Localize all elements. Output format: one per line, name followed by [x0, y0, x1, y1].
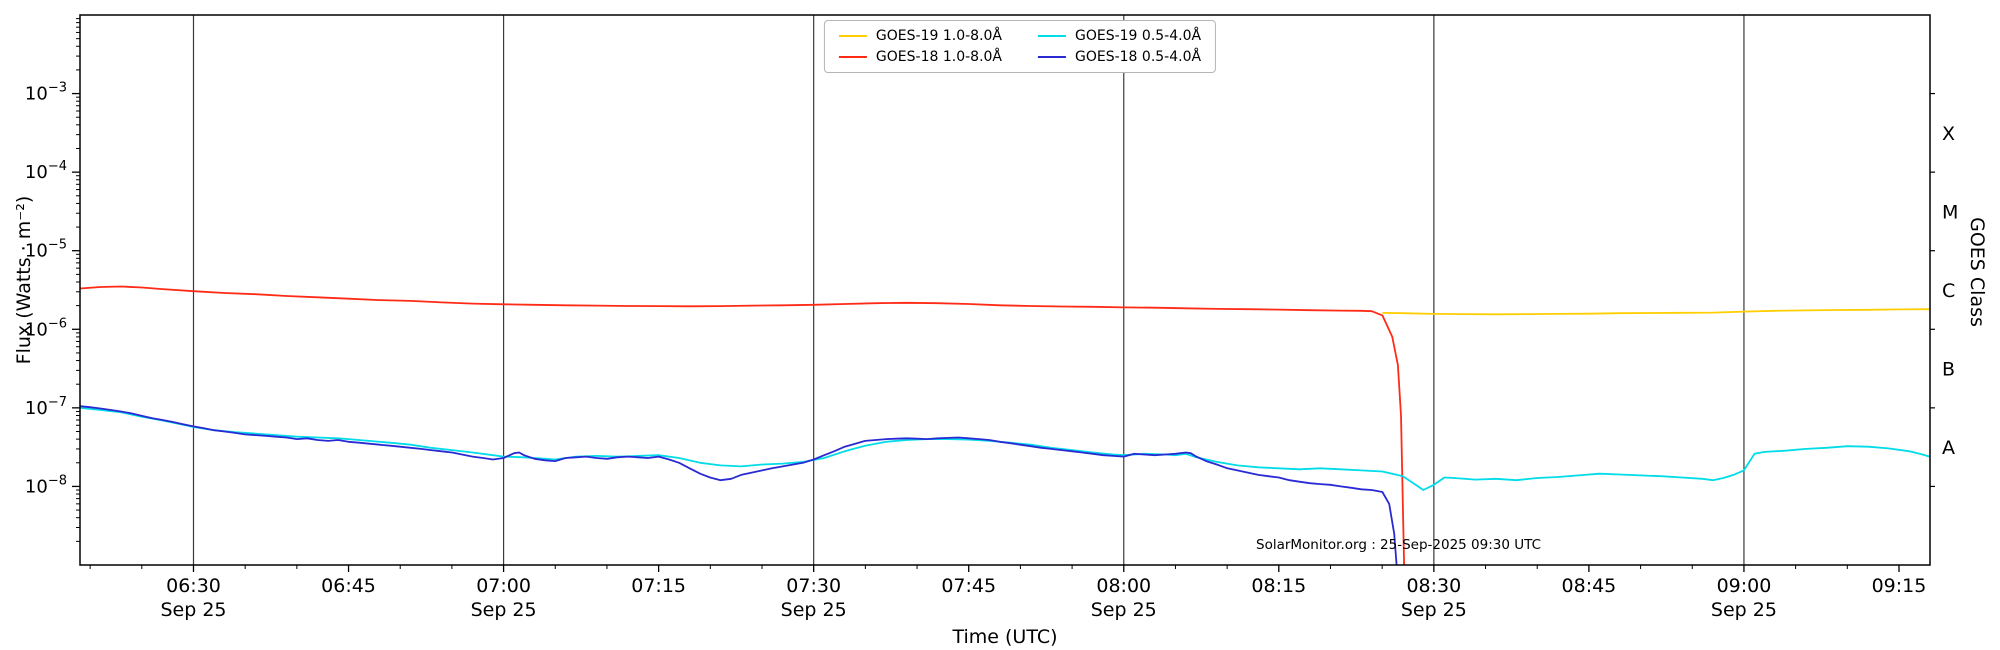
goes-class-axis: X M C B A: [1930, 92, 1958, 488]
x-date-label: Sep 25: [471, 599, 537, 621]
x-tick-label: 06:45: [321, 575, 376, 597]
watermark: SolarMonitor.org : 25-Sep-2025 09:30 UTC: [1256, 537, 1542, 553]
goes-class-letter: C: [1942, 280, 1955, 302]
y-tick-label: 10−7: [25, 395, 67, 419]
legend-swatch: [1038, 55, 1066, 59]
x-date-label: Sep 25: [1091, 599, 1157, 621]
x-date-label: Sep 25: [1401, 599, 1467, 621]
series-line-goes-19-0-5-4-0-: [80, 407, 1930, 491]
x-tick-label: 07:15: [631, 575, 686, 597]
x-tick-label: 07:45: [941, 575, 996, 597]
plot-border: [79, 14, 1931, 566]
legend-item: GOES-19 1.0-8.0Å: [838, 28, 1002, 44]
legend-label: GOES-19 0.5-4.0Å: [1075, 28, 1202, 44]
x-tick-label: 08:45: [1562, 575, 1617, 597]
legend: GOES-19 1.0-8.0Å GOES-18 1.0-8.0Å GOES-19 …: [823, 20, 1217, 73]
y-axis-label: Flux (Watts · m⁻²): [13, 195, 35, 365]
y-axis: 10−310−410−510−610−710−8: [25, 18, 80, 542]
x-tick-label: 07:30: [786, 575, 841, 597]
y-tick-label: 10−3: [25, 81, 67, 105]
goes-class-letter: B: [1942, 359, 1955, 381]
legend-label: GOES-18 0.5-4.0Å: [1075, 49, 1202, 65]
y-tick-label: 10−8: [25, 473, 67, 497]
goes-class-letter: M: [1942, 201, 1958, 223]
series-line-goes-18-1-0-8-0-: [80, 285, 1405, 565]
legend-swatch: [1038, 34, 1066, 38]
legend-item: GOES-18 0.5-4.0Å: [1038, 49, 1201, 65]
x-tick-label: 07:00: [476, 575, 531, 597]
x-tick-label: 08:00: [1096, 575, 1151, 597]
series-line-goes-19-1-0-8-0-: [1382, 308, 1930, 316]
legend-label: GOES-18 1.0-8.0Å: [875, 49, 1002, 65]
y-tick-label: 10−4: [25, 159, 67, 183]
legend-label: GOES-19 1.0-8.0Å: [875, 28, 1002, 44]
goes-class-letter: X: [1942, 123, 1955, 145]
goes-class-letter: A: [1942, 437, 1955, 459]
x-date-label: Sep 25: [160, 599, 226, 621]
x-tick-label: 09:00: [1717, 575, 1772, 597]
legend-swatch: [838, 55, 867, 59]
x-axis-label: Time (UTC): [952, 626, 1058, 648]
x-tick-label: 08:15: [1251, 575, 1306, 597]
x-tick-label: 06:30: [166, 575, 221, 597]
x-axis: 06:30 06:45 07:00 07:15 07:30 07:45 08:00 08:15…: [89, 565, 1927, 621]
legend-swatch: [838, 34, 867, 38]
x-date-label: Sep 25: [1711, 599, 1777, 621]
right-axis-label: GOES Class: [1966, 217, 1988, 327]
legend-item: GOES-19 0.5-4.0Å: [1038, 28, 1201, 44]
x-tick-label: 09:15: [1872, 575, 1927, 597]
x-tick-label: 08:30: [1406, 575, 1461, 597]
series-line-goes-18-0-5-4-0-: [80, 405, 1398, 565]
vertical-gridlines: [192, 15, 1745, 565]
legend-item: GOES-18 1.0-8.0Å: [838, 49, 1002, 65]
series-lines: [80, 285, 1930, 565]
x-date-label: Sep 25: [781, 599, 847, 621]
